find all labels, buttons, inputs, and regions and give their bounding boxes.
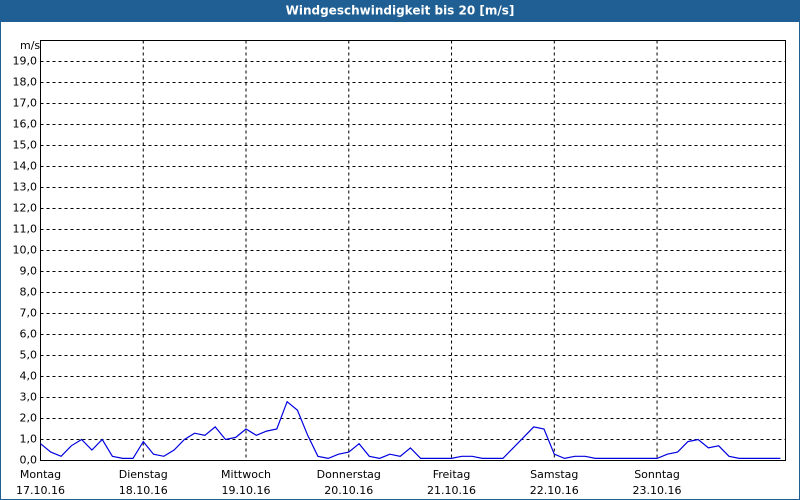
x-tick-date: 19.10.16 [222, 484, 271, 497]
y-tick-label: 17,0 [13, 97, 38, 110]
x-tick-date: 22.10.16 [530, 484, 579, 497]
x-tick-label: Samstag [530, 468, 578, 481]
line-series [40, 400, 781, 460]
x-tick-date: 20.10.16 [324, 484, 373, 497]
y-tick-label: 16,0 [13, 118, 38, 131]
y-tick-label: 3,0 [20, 391, 38, 404]
chart-title: Windgeschwindigkeit bis 20 [m/s] [286, 4, 515, 18]
y-tick-label: 8,0 [20, 286, 38, 299]
y-tick-label: 15,0 [13, 139, 38, 152]
y-tick-label: 1,0 [20, 433, 38, 446]
x-tick-label: Mittwoch [221, 468, 271, 481]
y-tick-label: 19,0 [13, 55, 38, 68]
x-tick-date: 21.10.16 [427, 484, 476, 497]
y-tick-label: 2,0 [20, 412, 38, 425]
y-tick-label: 4,0 [20, 370, 38, 383]
y-tick-label: 10,0 [13, 244, 38, 257]
y-tick-label: 11,0 [13, 223, 38, 236]
y-tick-label: 5,0 [20, 349, 38, 362]
y-tick-label: 18,0 [13, 76, 38, 89]
y-tick-label: 0,0 [20, 454, 38, 467]
x-tick-date: 17.10.16 [16, 484, 65, 497]
y-tick-label: 6,0 [20, 328, 38, 341]
y-tick-label: 9,0 [20, 265, 38, 278]
y-tick-label: 14,0 [13, 160, 38, 173]
y-axis-label: m/s [20, 39, 40, 52]
x-tick-label: Freitag [433, 468, 471, 481]
x-tick-date: 23.10.16 [633, 484, 682, 497]
x-tick-label: Montag [20, 468, 61, 481]
y-tick-label: 12,0 [13, 202, 38, 215]
x-tick-label: Dienstag [119, 468, 168, 481]
x-tick-label: Donnerstag [317, 468, 381, 481]
y-tick-label: 13,0 [13, 181, 38, 194]
y-tick-label: 7,0 [20, 307, 38, 320]
x-tick-date: 18.10.16 [119, 484, 168, 497]
x-tick-label: Sonntag [634, 468, 680, 481]
title-bar [0, 0, 800, 22]
